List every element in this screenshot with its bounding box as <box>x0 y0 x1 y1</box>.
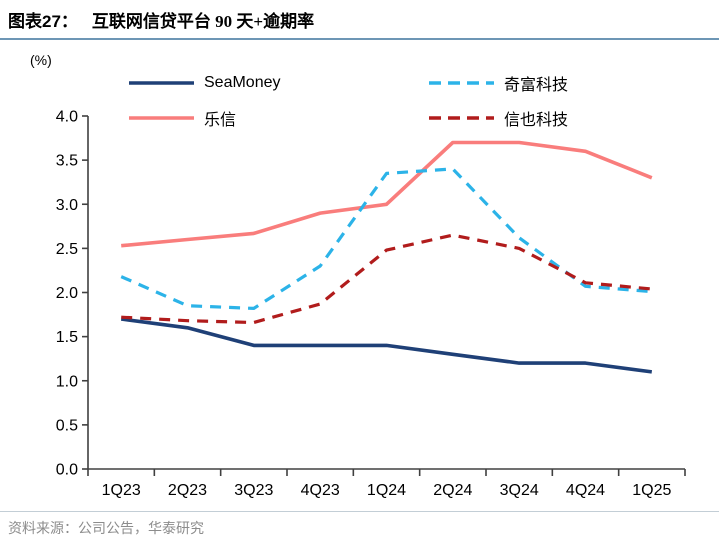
y-tick-label: 4.0 <box>56 109 78 126</box>
source-note: 资料来源：公司公告，华泰研究 <box>8 522 204 537</box>
figure-footer: 资料来源：公司公告，华泰研究 <box>0 511 719 538</box>
y-tick-label: 1.0 <box>56 373 78 390</box>
y-axis-unit-label: (%) <box>30 52 52 68</box>
legend-line-sample-icon <box>429 81 494 85</box>
series-line-奇富科技 <box>120 167 652 310</box>
y-tick-label: 1.5 <box>56 329 78 346</box>
y-tick-label: 3.5 <box>56 153 78 170</box>
y-tick-label: 2.0 <box>56 285 78 302</box>
legend-column-right: 奇富科技 信也科技 <box>428 72 568 129</box>
x-tick-label: 4Q23 <box>301 482 340 499</box>
legend-column-left: SeaMoney 乐信 <box>128 72 281 129</box>
legend-item-信也科技: 信也科技 <box>428 107 568 129</box>
legend-item-乐信: 乐信 <box>128 107 281 129</box>
legend-label: 奇富科技 <box>504 77 569 94</box>
legend-line-sample-icon <box>129 116 194 120</box>
legend-line-sample-icon <box>129 81 194 85</box>
legend-label: 信也科技 <box>504 112 569 129</box>
y-tick-label: 3.0 <box>56 197 78 214</box>
legend-label: 乐信 <box>204 112 237 129</box>
legend-line-sample-icon <box>429 116 494 120</box>
y-tick-label: 2.5 <box>56 241 78 258</box>
legend-item-SeaMoney: SeaMoney <box>128 72 281 94</box>
series-line-乐信 <box>121 140 653 248</box>
x-tick-label: 2Q23 <box>168 482 207 499</box>
x-tick-label: 3Q24 <box>500 482 539 499</box>
series-line-信也科技 <box>121 233 652 325</box>
legend-label: SeaMoney <box>204 74 281 91</box>
x-tick-label: 1Q24 <box>367 482 406 499</box>
x-tick-label: 3Q23 <box>234 482 273 499</box>
figure-number: 图表27： <box>8 12 78 31</box>
x-tick-label: 1Q25 <box>632 482 671 499</box>
y-tick-label: 0.0 <box>56 462 78 479</box>
legend-item-奇富科技: 奇富科技 <box>428 72 568 94</box>
x-tick-label: 4Q24 <box>566 482 605 499</box>
x-tick-label: 1Q23 <box>102 482 141 499</box>
x-tick-label: 2Q24 <box>433 482 472 499</box>
series-line-SeaMoney <box>120 317 653 374</box>
y-tick-label: 0.5 <box>56 417 78 434</box>
figure-header: 图表27： 互联网信贷平台 90 天+逾期率 <box>0 0 719 40</box>
figure-title: 互联网信贷平台 90 天+逾期率 <box>91 12 315 31</box>
chart-legend: SeaMoney 乐信 奇富科技信也科技 <box>0 72 719 136</box>
